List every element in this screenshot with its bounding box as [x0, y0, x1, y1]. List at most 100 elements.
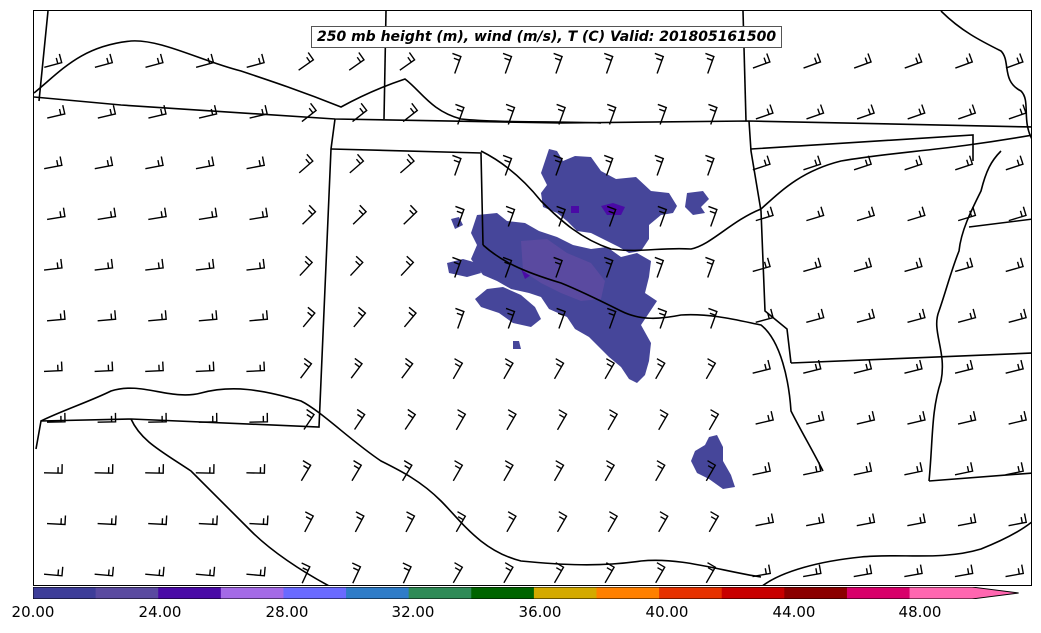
- wind-barb-icon: [97, 412, 117, 423]
- wind-barb-icon: [806, 308, 825, 324]
- wind-barb-icon: [553, 358, 565, 380]
- wind-barb-icon: [708, 103, 718, 125]
- wind-barb-icon: [604, 460, 616, 482]
- wind-barb-icon: [402, 102, 419, 123]
- wind-barb-icon: [853, 564, 873, 578]
- colorbar-extend-arrow: [972, 587, 1019, 599]
- wind-barb-icon: [803, 53, 822, 69]
- wind-barb-icon: [300, 357, 313, 379]
- wind-barb-icon: [655, 358, 666, 380]
- wind-barb-icon: [43, 258, 63, 271]
- border-co-nm: [35, 118, 336, 450]
- temp-region-texas: [691, 435, 735, 489]
- border-mississippi: [928, 150, 1002, 482]
- wind-barb-icon: [904, 53, 923, 69]
- map-canvas: [34, 11, 1031, 585]
- wind-barb-icon: [351, 562, 362, 584]
- wind-barb-icon: [607, 409, 619, 431]
- colorbar-segment: [659, 587, 723, 599]
- wind-barb-icon: [957, 206, 977, 222]
- wind-barb-icon: [145, 566, 165, 577]
- colorbar-tick-label: 28.00: [265, 603, 309, 621]
- wind-barb-icon: [506, 409, 517, 431]
- wind-barb-icon: [399, 153, 415, 174]
- wind-barb-icon: [44, 156, 63, 170]
- wind-barb-icon: [455, 511, 467, 533]
- wind-barb-icon: [708, 409, 720, 431]
- temp-region-central: [471, 213, 657, 383]
- wind-barb-icon: [856, 206, 876, 222]
- wind-barb-icon: [43, 566, 64, 577]
- wind-barb-icon: [198, 515, 218, 526]
- wind-barb-icon: [657, 205, 668, 227]
- temperature-shading: [447, 149, 735, 489]
- wind-barb-icon: [856, 411, 876, 425]
- colorbar-segment: [95, 587, 159, 599]
- wind-barb-icon: [97, 105, 117, 119]
- wind-barb-icon: [299, 255, 314, 277]
- wind-barb-icon: [556, 103, 566, 125]
- wind-barb-icon: [954, 462, 974, 476]
- wind-barb-icon: [502, 154, 513, 176]
- border-red-river: [482, 244, 824, 472]
- wind-barb-icon: [401, 357, 414, 379]
- wind-barb-icon: [246, 566, 266, 577]
- wind-barb-icon: [803, 257, 822, 273]
- wind-barb-icon: [195, 566, 216, 577]
- wind-barb-icon: [755, 411, 775, 425]
- wind-barb-icon: [752, 359, 771, 374]
- wind-barb-icon: [47, 105, 66, 119]
- wind-barb-icon: [455, 103, 465, 125]
- wind-barb-icon: [553, 154, 563, 176]
- wind-barb-icon: [505, 307, 516, 329]
- border-rio: [40, 387, 762, 578]
- temp-region-southwest: [475, 287, 541, 327]
- wind-barb-icon: [1008, 513, 1028, 527]
- wind-barb-icon: [354, 511, 365, 533]
- wind-barb-icon: [94, 258, 114, 271]
- wind-barb-icon: [954, 359, 974, 374]
- wind-barb-icon: [148, 310, 167, 322]
- temp-region-core-3: [571, 206, 579, 213]
- wind-barb-icon: [198, 412, 218, 423]
- map-title: 250 mb height (m), wind (m/s), T (C) Val…: [311, 26, 783, 48]
- wind-barb-icon: [556, 307, 566, 329]
- wind-barb-icon: [755, 206, 774, 222]
- wind-barb-icon: [907, 411, 926, 425]
- wind-barb-icon: [1008, 308, 1027, 324]
- wind-barb-icon: [452, 562, 464, 584]
- wind-barb-icon: [556, 409, 568, 431]
- colorbar-segment: [909, 587, 973, 599]
- wind-barb-icon: [1008, 104, 1027, 120]
- wind-barb-icon: [853, 257, 873, 273]
- wind-barb-icon: [43, 464, 63, 474]
- wind-barb-icon: [606, 205, 617, 227]
- wind-barb-icon: [351, 460, 363, 482]
- border-tx-south: [130, 418, 330, 585]
- wind-barb-icon: [604, 562, 616, 584]
- wind-barb-icon: [402, 562, 412, 584]
- wind-barb-icon: [505, 103, 516, 125]
- wind-barb-icon: [705, 562, 717, 584]
- border-arkansas-river: [480, 134, 1031, 252]
- border-la-south: [928, 472, 1031, 482]
- wind-barb-icon: [853, 53, 872, 69]
- colorbar-segment: [846, 587, 911, 599]
- wind-barb-icon: [658, 511, 669, 533]
- wind-barb-icon: [655, 460, 666, 482]
- wind-barb-icon: [353, 306, 367, 328]
- wind-barb-icon: [198, 207, 218, 221]
- wind-barb-icon: [904, 155, 923, 171]
- wind-barb-icon: [44, 53, 63, 69]
- wind-barb-icon: [556, 511, 568, 533]
- wind-barb-icon: [302, 306, 316, 328]
- wind-barb-icon: [94, 464, 114, 474]
- wind-barb-icon: [1005, 462, 1025, 476]
- colorbar-segment: [220, 587, 285, 599]
- wind-barb-icon: [705, 460, 717, 482]
- wind-barb-icon: [603, 154, 614, 176]
- wind-barb-icon: [249, 412, 269, 423]
- wind-barb-icon: [553, 52, 563, 74]
- wind-barb-icon: [705, 256, 715, 278]
- wind-barb-icon: [553, 256, 563, 278]
